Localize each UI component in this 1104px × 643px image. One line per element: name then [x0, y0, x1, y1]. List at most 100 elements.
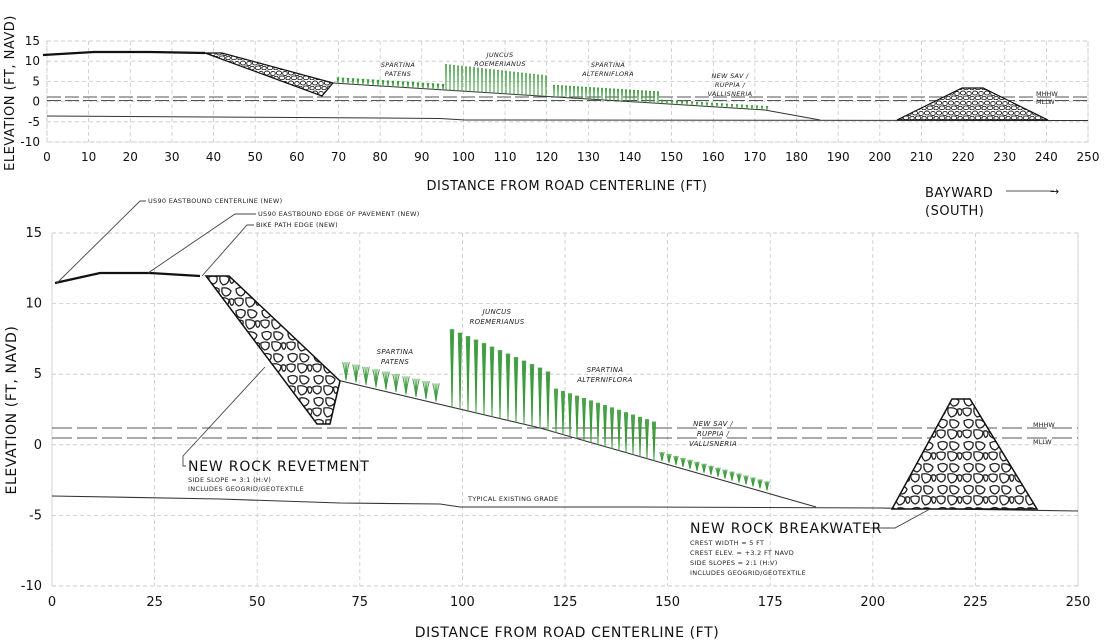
- top-sav-tuft-blade: [756, 105, 759, 110]
- top-spartina-alt-tuft: [657, 91, 659, 104]
- top-sav-tuft: [740, 104, 744, 109]
- bottom-sav-tuft-blade: [703, 463, 707, 473]
- top-spartina-alt-tuft-blade: [565, 85, 567, 98]
- top-sav-tuft: [735, 104, 739, 109]
- bottom-label-sav-1: NEW SAV /: [693, 420, 733, 428]
- bottom-spartina-alt-tuft-blade: [562, 390, 566, 435]
- bottom-y-tick-0: 15: [25, 226, 42, 241]
- callout-pavement: US90 EASTBOUND EDGE OF PAVEMENT (NEW): [258, 210, 420, 218]
- direction-sublabel: (SOUTH): [925, 204, 984, 219]
- bottom-sav-tuft: [764, 481, 770, 491]
- top-spartina-alt-tuft-blade: [561, 85, 563, 98]
- top-spartina-patens-tuft-blade: [372, 79, 375, 86]
- top-spartina-alt-tuft: [629, 89, 631, 102]
- top-spartina-patens-tuft: [376, 79, 380, 86]
- bottom-juncus-tuft: [545, 371, 551, 431]
- top-vegetation: [336, 64, 769, 111]
- callout-centerline: US90 EASTBOUND CENTERLINE (NEW): [148, 197, 282, 205]
- bottom-x-tick-1: 25: [146, 595, 163, 610]
- top-juncus-tuft: [525, 73, 527, 96]
- top-x-tick-19: 190: [827, 150, 850, 164]
- bottom-sav-tuft-blade: [738, 473, 742, 483]
- top-spartina-alt-tuft: [589, 87, 591, 100]
- top-spartina-alt-tuft: [569, 85, 571, 98]
- top-juncus-tuft: [485, 68, 487, 93]
- bottom-spartina-patens-tuft-blade: [405, 376, 410, 395]
- bottom-y-tick-5: -10: [21, 579, 42, 594]
- top-label-sav-2: RUPPIA /: [715, 81, 746, 89]
- top-x-tick-5: 50: [248, 150, 263, 164]
- top-x-tick-12: 120: [535, 150, 558, 164]
- bottom-juncus-tuft: [473, 339, 479, 413]
- top-spartina-patens-tuft-blade: [362, 78, 365, 85]
- bottom-spartina-alt-tuft-blade: [625, 412, 629, 453]
- top-juncus-tuft: [469, 66, 471, 92]
- top-x-tick-14: 140: [619, 150, 642, 164]
- top-label-mhhw: MHHW: [1036, 90, 1058, 98]
- top-sav-tuft-blade: [661, 99, 664, 104]
- bottom-x-tick-7: 175: [758, 595, 783, 610]
- top-juncus-tuft: [541, 74, 543, 97]
- bottom-spartina-alt-tuft: [623, 412, 629, 453]
- top-label-sav-3: VALLISNERIA: [708, 90, 753, 98]
- top-sav-tuft-blade: [666, 99, 669, 104]
- top-sav-tuft-blade: [671, 100, 674, 105]
- bottom-juncus-tuft-blade: [547, 371, 551, 431]
- top-x-tick-2: 20: [123, 150, 138, 164]
- bottom-spartina-alt-tuft-blade: [611, 407, 615, 449]
- bottom-spartina-alt-tuft: [574, 395, 580, 439]
- top-juncus-tuft: [461, 65, 463, 92]
- top-spartina-alt-tuft-blade: [597, 87, 599, 100]
- top-sav-tuft: [670, 100, 674, 105]
- top-juncus-tuft: [529, 73, 531, 96]
- bottom-spartina-alt-tuft: [637, 416, 643, 457]
- bottom-spartina-patens-tuft-blade: [355, 364, 360, 383]
- bottom-juncus-tuft-blade: [491, 346, 495, 417]
- top-sav-tuft-blade: [746, 104, 749, 109]
- bottom-juncus-tuft: [513, 357, 519, 423]
- top-x-tick-11: 110: [494, 150, 517, 164]
- callout-bike: BIKE PATH EDGE (NEW): [256, 221, 338, 229]
- breakwater-note-4: INCLUDES GEOGRID/GEOTEXTILE: [690, 569, 806, 577]
- top-sav-tuft: [710, 102, 714, 107]
- top-road-surface: [42, 50, 206, 57]
- top-label-mllw: MLLW: [1036, 98, 1055, 106]
- top-x-axis-title: DISTANCE FROM ROAD CENTERLINE (FT): [427, 179, 708, 194]
- top-juncus-tuft: [501, 70, 503, 94]
- bottom-juncus-tuft-blade: [475, 339, 479, 413]
- bottom-spartina-patens-tuft-blade: [415, 378, 420, 397]
- top-spartina-patens-tuft: [436, 83, 440, 90]
- top-x-tick-20: 200: [868, 150, 891, 164]
- top-sav-tuft: [720, 103, 724, 108]
- leader-breakwater: [870, 508, 931, 529]
- top-sav-tuft: [690, 101, 694, 106]
- top-grid: [46, 40, 1089, 143]
- bottom-juncus-tuft: [481, 343, 487, 415]
- top-spartina-patens-tuft-blade: [377, 79, 380, 86]
- top-spartina-alt-tuft: [617, 88, 619, 101]
- bottom-spartina-patens-tuft: [362, 366, 370, 385]
- top-y-tick-2: 5: [32, 74, 40, 88]
- top-spartina-patens-tuft-blade: [412, 81, 415, 89]
- top-x-tick-25: 250: [1077, 150, 1100, 164]
- leader-centerline: [56, 200, 146, 284]
- top-x-tick-18: 180: [785, 150, 808, 164]
- top-juncus-tuft: [457, 65, 459, 91]
- bottom-spartina-alt-tuft-blade: [639, 416, 643, 457]
- top-spartina-patens-tuft: [371, 79, 375, 86]
- top-spartina-patens-tuft-blade: [352, 78, 355, 85]
- bottom-label-sav-3: VALLISNERIA: [689, 440, 737, 448]
- bottom-sav-tuft-blade: [675, 455, 679, 466]
- top-y-tick-labels: 15 10 5 0 -5 -10: [20, 34, 40, 149]
- top-spartina-patens-tuft: [341, 77, 345, 84]
- top-spartina-patens-tuft-blade: [367, 79, 370, 86]
- bottom-sav-tuft-blade: [682, 457, 686, 467]
- bottom-y-axis-title: ELEVATION (FT, NAVD): [4, 326, 20, 495]
- bottom-juncus-tuft: [449, 329, 455, 408]
- top-label-spartina-alt-2: ALTERNIFLORA: [581, 70, 634, 78]
- top-sav-tuft-blade: [676, 100, 679, 105]
- bottom-juncus-tuft-blade: [523, 360, 527, 425]
- top-sav-tuft: [685, 101, 689, 106]
- top-sav-tuft-blade: [701, 101, 704, 107]
